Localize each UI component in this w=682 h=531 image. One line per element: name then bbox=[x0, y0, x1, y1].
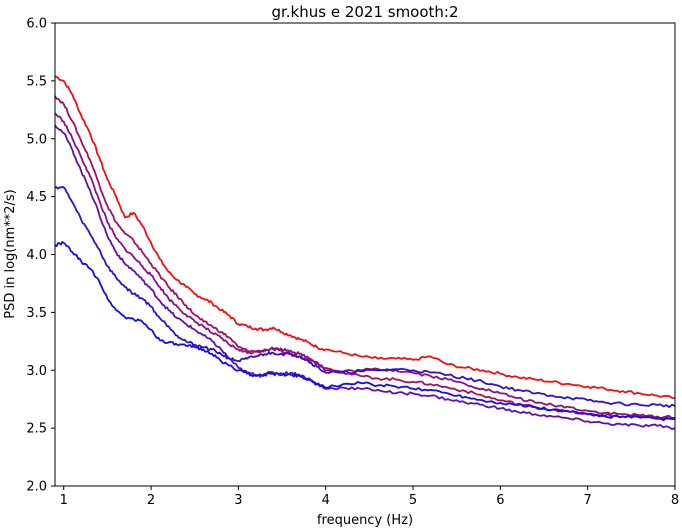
y-tick-label: 2.0 bbox=[26, 480, 47, 495]
x-tick-label: 8 bbox=[671, 493, 679, 508]
y-tick-label: 6.0 bbox=[26, 17, 47, 32]
x-tick-label: 3 bbox=[234, 493, 242, 508]
y-axis-ticks: 2.0 2.5 3.0 3.5 4.0 4.5 5.0 5.5 6.0 bbox=[26, 17, 55, 495]
series-line-6 bbox=[54, 241, 676, 422]
series-layer bbox=[54, 75, 676, 430]
series-line-1 bbox=[54, 75, 675, 399]
plot-area bbox=[55, 23, 675, 486]
x-tick-label: 6 bbox=[496, 493, 504, 508]
x-tick-label: 1 bbox=[60, 493, 68, 508]
y-tick-label: 5.0 bbox=[26, 132, 47, 147]
x-tick-label: 4 bbox=[322, 493, 330, 508]
y-tick-label: 3.0 bbox=[26, 364, 47, 379]
x-tick-label: 7 bbox=[584, 493, 592, 508]
chart-title: gr.khus e 2021 smooth:2 bbox=[271, 3, 458, 21]
series-line-3 bbox=[54, 112, 676, 420]
y-tick-label: 3.5 bbox=[26, 306, 47, 321]
y-tick-label: 2.5 bbox=[26, 422, 47, 437]
x-tick-label: 2 bbox=[147, 493, 155, 508]
y-axis-label: PSD in log(nm**2/s) bbox=[3, 189, 18, 319]
x-axis-ticks: 1 2 3 4 5 6 7 8 bbox=[60, 486, 679, 508]
x-tick-label: 5 bbox=[409, 493, 417, 508]
x-axis-label: frequency (Hz) bbox=[317, 513, 413, 528]
y-tick-label: 4.0 bbox=[26, 248, 47, 263]
series-line-5 bbox=[54, 186, 676, 408]
y-tick-label: 4.5 bbox=[26, 190, 47, 205]
y-tick-label: 5.5 bbox=[26, 74, 47, 89]
